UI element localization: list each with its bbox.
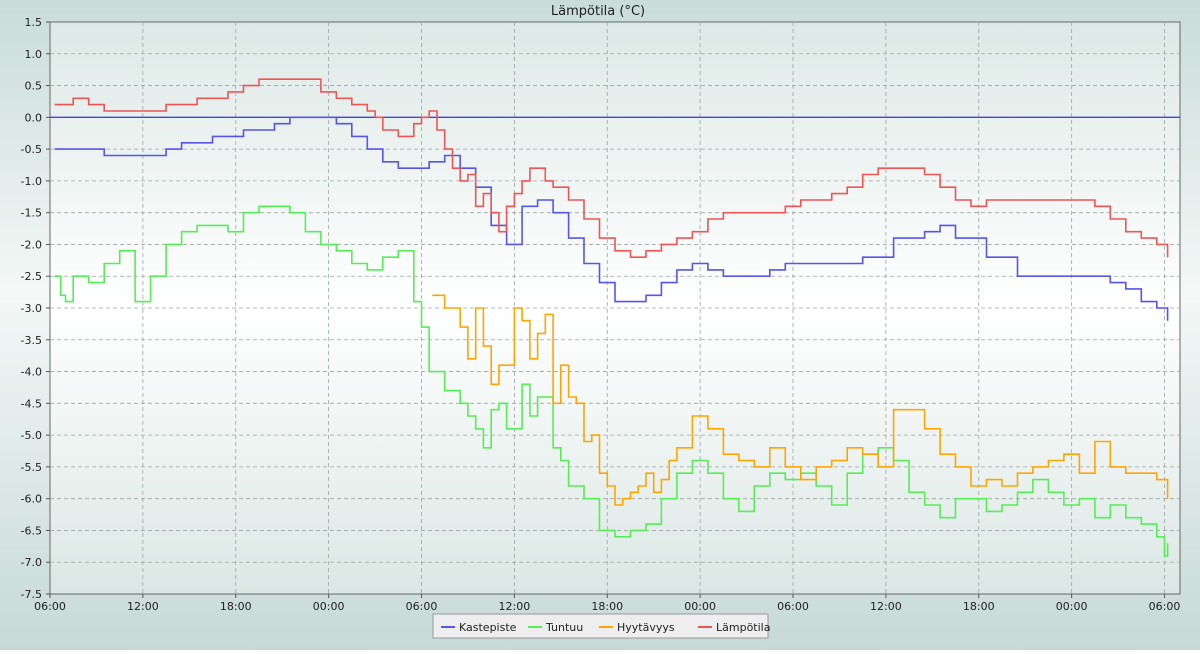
x-tick-label: 06:00 bbox=[777, 600, 809, 613]
x-tick-label: 00:00 bbox=[1056, 600, 1088, 613]
legend: Kastepiste Tuntuu Hyytävyys Lämpötila bbox=[432, 613, 770, 639]
y-tick-label: -1.5 bbox=[21, 207, 42, 220]
x-tick-label: 12:00 bbox=[870, 600, 902, 613]
legend-label: Lämpötila bbox=[716, 621, 770, 634]
x-axis: 06:00 12:00 18:00 00:00 06:00 12:00 18:00 00:00… bbox=[34, 594, 1180, 613]
x-tick-label: 00:00 bbox=[313, 600, 345, 613]
x-tick-label: 06:00 bbox=[34, 600, 66, 613]
y-tick-label: -1.0 bbox=[21, 175, 42, 188]
chart-title: Lämpötila (°C) bbox=[551, 4, 645, 19]
legend-label: Kastepiste bbox=[459, 621, 517, 634]
y-tick-label: -7.5 bbox=[21, 588, 42, 601]
y-tick-label: -5.0 bbox=[21, 429, 42, 442]
x-tick-label: 06:00 bbox=[406, 600, 438, 613]
series-line-kastepiste bbox=[54, 116, 1169, 321]
y-tick-label: -2.0 bbox=[21, 238, 42, 251]
y-tick-label: -4.5 bbox=[21, 397, 42, 410]
x-tick-label: 18:00 bbox=[591, 600, 623, 613]
legend-label: Tuntuu bbox=[545, 621, 583, 634]
y-tick-label: -4.0 bbox=[21, 366, 42, 379]
x-tick-label: 18:00 bbox=[963, 600, 995, 613]
x-tick-label: 12:00 bbox=[499, 600, 531, 613]
y-tick-label: 0.5 bbox=[25, 80, 43, 93]
y-tick-label: -0.5 bbox=[21, 143, 42, 156]
y-tick-label: -5.5 bbox=[21, 461, 42, 474]
y-tick-label: -3.0 bbox=[21, 302, 42, 315]
series-line-hyyt-vyys bbox=[432, 294, 1169, 506]
legend-label: Hyytävyys bbox=[617, 621, 675, 634]
y-tick-label: -6.0 bbox=[21, 493, 42, 506]
y-tick-label: -7.0 bbox=[21, 556, 42, 569]
y-axis: -7.5 -7.0 -6.5 -6.0 -5.5 -5.0 -4.5 -4.0 -3.5 -3.0… bbox=[21, 16, 50, 601]
grid-lines bbox=[50, 22, 1180, 594]
x-tick-label: 00:00 bbox=[684, 600, 716, 613]
y-tick-label: 1.5 bbox=[25, 16, 43, 29]
y-tick-label: 0.0 bbox=[25, 111, 43, 124]
series-line-tuntuu bbox=[54, 205, 1169, 557]
y-tick-label: -2.5 bbox=[21, 270, 42, 283]
x-tick-label: 06:00 bbox=[1149, 600, 1181, 613]
x-tick-label: 12:00 bbox=[127, 600, 159, 613]
series-lines bbox=[54, 78, 1169, 557]
x-tick-label: 18:00 bbox=[220, 600, 252, 613]
series-line-l-mp-tila bbox=[54, 78, 1169, 258]
y-tick-label: -6.5 bbox=[21, 524, 42, 537]
y-tick-label: 1.0 bbox=[25, 48, 43, 61]
y-tick-label: -3.5 bbox=[21, 334, 42, 347]
